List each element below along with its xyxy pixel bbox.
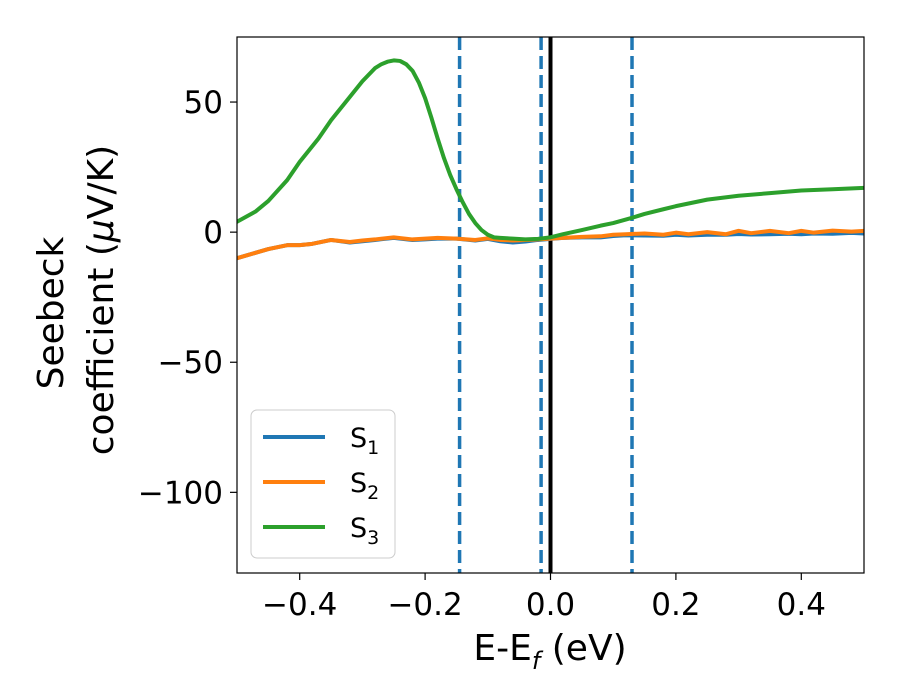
y-tick-label: 50	[184, 85, 223, 121]
legend-label-s1: S1	[350, 423, 379, 459]
x-axis-ticks: −0.4 −0.2 0.0 0.2 0.4	[262, 573, 826, 623]
y-axis-label-mu: μ	[81, 219, 122, 243]
legend-label-s2: S2	[350, 468, 379, 504]
y-axis-label-line2: coefficient (μV/K)	[81, 145, 122, 455]
legend-label-s3: S3	[350, 513, 379, 549]
x-axis-label-unit: (eV)	[540, 628, 626, 669]
y-axis-label-line1: Seebeck	[31, 236, 72, 389]
y-tick-label: −50	[158, 345, 223, 381]
legend: S1 S2 S3	[250, 409, 396, 559]
series-line-s3	[237, 58, 864, 242]
x-tick-label: 0.2	[651, 587, 700, 623]
x-tick-label: 0.0	[526, 587, 575, 623]
x-axis-label: E-Ef (eV)	[473, 628, 626, 675]
x-axis-label-main: E-E	[473, 628, 531, 669]
x-tick-label: −0.4	[262, 587, 337, 623]
series-group	[237, 58, 864, 261]
x-tick-label: 0.4	[777, 587, 826, 623]
y-axis-ticks: 50 0 −50 −100	[138, 85, 237, 511]
x-tick-label: −0.2	[387, 587, 462, 623]
y-tick-label: −100	[138, 475, 223, 511]
y-tick-label: 0	[203, 215, 223, 251]
reference-lines	[457, 37, 634, 573]
y-axis-label-suffix: V/K)	[81, 145, 122, 219]
y-axis-label-prefix: coefficient (	[81, 242, 122, 455]
